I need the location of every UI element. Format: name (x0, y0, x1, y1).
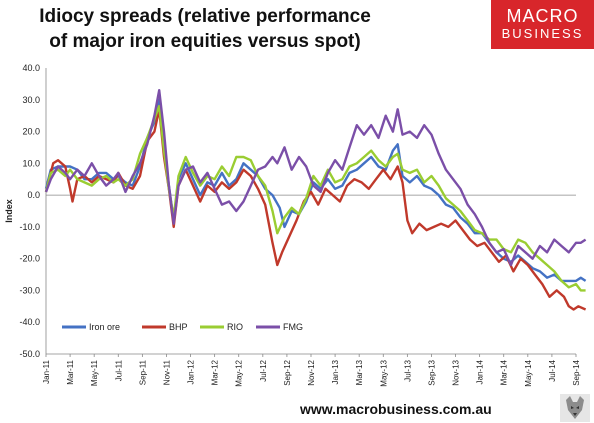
legend-label-iron-ore: Iron ore (89, 322, 120, 332)
footer-url: www.macrobusiness.com.au (300, 401, 492, 417)
x-tick-label: Mar-14 (500, 359, 509, 385)
chart-title: Idiocy spreads (relative performance of … (0, 4, 410, 54)
y-tick-label: 20.0 (22, 127, 40, 137)
y-tick-label: -20.0 (19, 254, 40, 264)
x-tick-label: Jan-14 (476, 359, 485, 384)
legend-label-bhp: BHP (169, 322, 188, 332)
legend-label-rio: RIO (227, 322, 243, 332)
y-tick-label: 40.0 (22, 63, 40, 73)
macro-business-logo: MACRO BUSINESS (491, 0, 594, 49)
x-tick-label: Mar-12 (211, 359, 220, 385)
x-tick-label: Jul-11 (114, 359, 123, 381)
title-line-2: of major iron equities versus spot) (49, 31, 361, 52)
logo-line-1: MACRO (506, 6, 579, 26)
x-tick-label: Sep-13 (427, 359, 436, 385)
wolf-logo-icon (560, 394, 590, 422)
y-tick-label: -40.0 (19, 317, 40, 327)
y-tick-label: 30.0 (22, 95, 40, 105)
y-tick-label: -30.0 (19, 285, 40, 295)
x-tick-label: May-11 (90, 359, 99, 386)
x-tick-label: Sep-12 (283, 359, 292, 385)
x-tick-label: Nov-11 (162, 359, 171, 385)
x-tick-label: Nov-13 (452, 359, 461, 385)
y-axis-label: Index (4, 199, 14, 223)
x-tick-label: Jul-12 (259, 359, 268, 381)
x-tick-label: Nov-12 (307, 359, 316, 385)
legend-label-fmg: FMG (283, 322, 303, 332)
x-tick-label: Jan-11 (42, 359, 51, 383)
x-tick-label: Mar-13 (355, 359, 364, 385)
y-tick-label: 0.0 (27, 190, 40, 200)
y-tick-label: -10.0 (19, 222, 40, 232)
x-tick-label: Mar-11 (66, 359, 75, 384)
x-tick-label: Jul-14 (548, 359, 557, 381)
x-tick-label: May-12 (235, 359, 244, 386)
line-chart: 40.0 30.0 20.0 10.0 0.0 -10.0 -20.0 -30.0 -40.0 -… (4, 63, 587, 387)
x-tick-label: Jan-13 (331, 359, 340, 384)
series-line-bhp (44, 108, 587, 311)
x-tick-label: Sep-11 (138, 359, 147, 385)
logo-line-2: BUSINESS (501, 26, 584, 41)
y-tick-label: 10.0 (22, 158, 40, 168)
y-tick-label: -50.0 (19, 349, 40, 359)
x-tick-label: Jan-12 (187, 359, 196, 384)
x-tick-label: May-14 (524, 359, 533, 386)
x-tick-label: May-13 (379, 359, 388, 386)
x-tick-label: Sep-14 (572, 359, 581, 385)
title-line-1: Idiocy spreads (relative performance (39, 6, 371, 27)
x-tick-label: Jul-13 (403, 359, 412, 381)
series-line-fmg (44, 89, 587, 267)
